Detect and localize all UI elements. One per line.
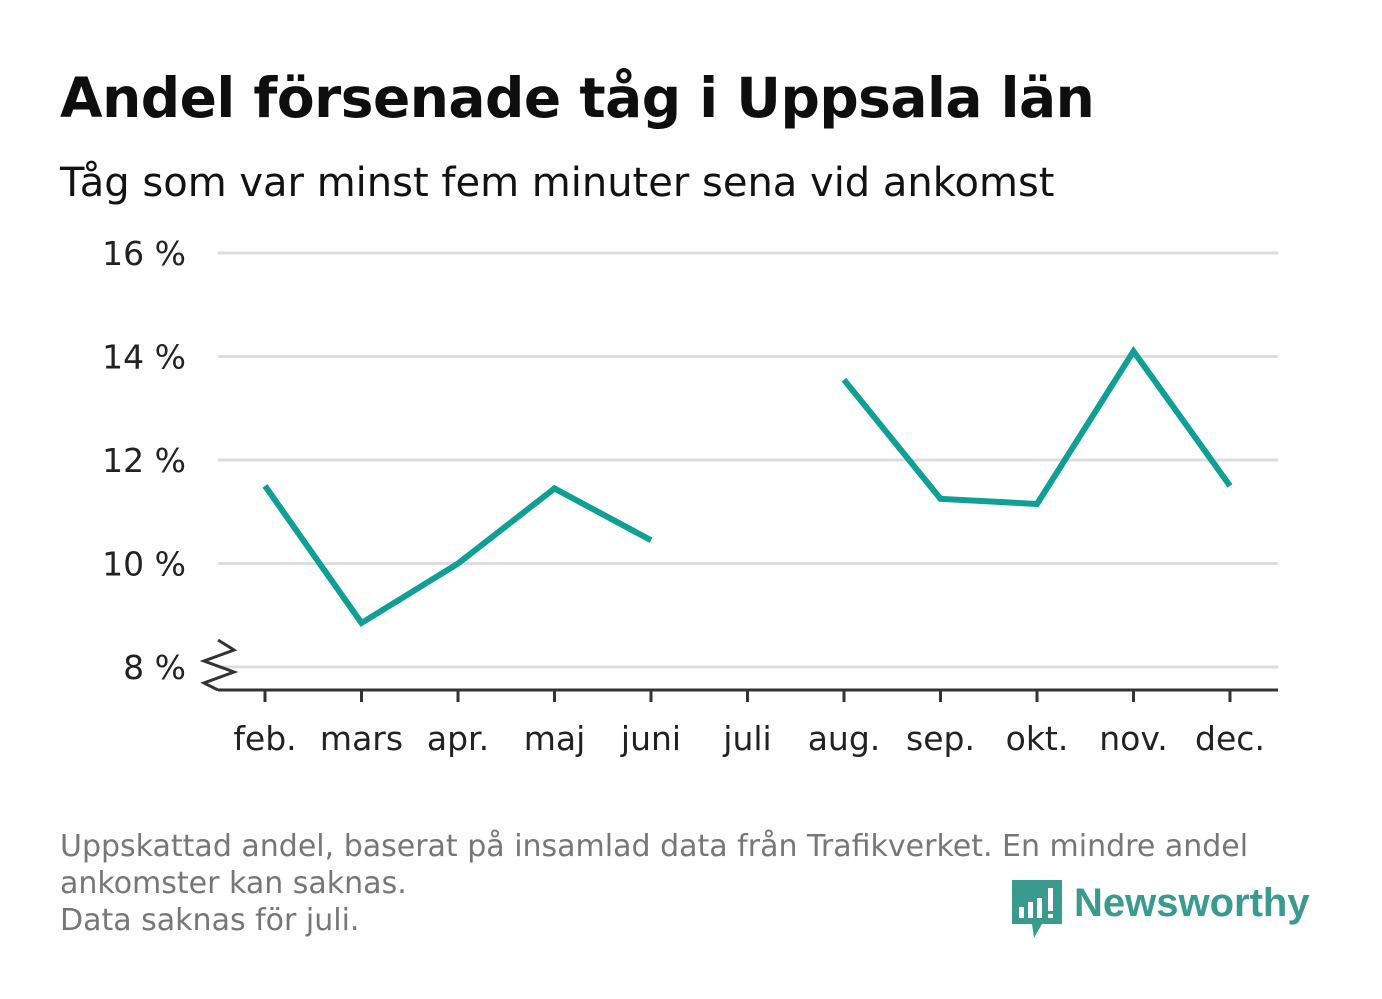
x-tick-label: nov. [1099,719,1168,758]
footnote-line-1: Uppskattad andel, baserat på insamlad da… [60,829,1249,864]
y-tick-label: 12 % [102,441,186,480]
bar-chart-speech-bubble-icon [1012,880,1062,938]
x-tick-label: juli [722,719,771,758]
x-tick-label: feb. [233,719,296,758]
chart-title: Andel försenade tåg i Uppsala län [60,66,1095,130]
footnote-line-2: ankomster kan saknas. [60,866,407,901]
brand-name: Newsworthy [1074,881,1310,925]
footnote: Uppskattad andel, baserat på insamlad da… [60,828,1310,939]
chart-subtitle: Tåg som var minst fem minuter sena vid a… [60,160,1055,206]
y-tick-label: 10 % [102,545,186,584]
newsworthy-logo: Newsworthy [1012,880,1310,942]
footnote-line-3: Data saknas för juli. [60,903,360,938]
x-tick-label: dec. [1195,719,1265,758]
x-tick-label: sep. [906,719,975,758]
x-tick-label: apr. [427,719,489,758]
y-tick-label: 16 % [102,234,186,273]
x-tick-label: aug. [808,719,881,758]
x-tick-label: juni [620,719,681,758]
series-line-segment [841,345,1233,508]
x-tick-label: maj [524,719,586,758]
series-line-segment [262,484,653,628]
x-tick-label: okt. [1006,719,1069,758]
y-tick-label: 8 % [123,648,186,687]
x-tick-label: mars [320,719,403,758]
y-tick-label: 14 % [102,338,186,377]
axis-break-icon [199,638,239,692]
